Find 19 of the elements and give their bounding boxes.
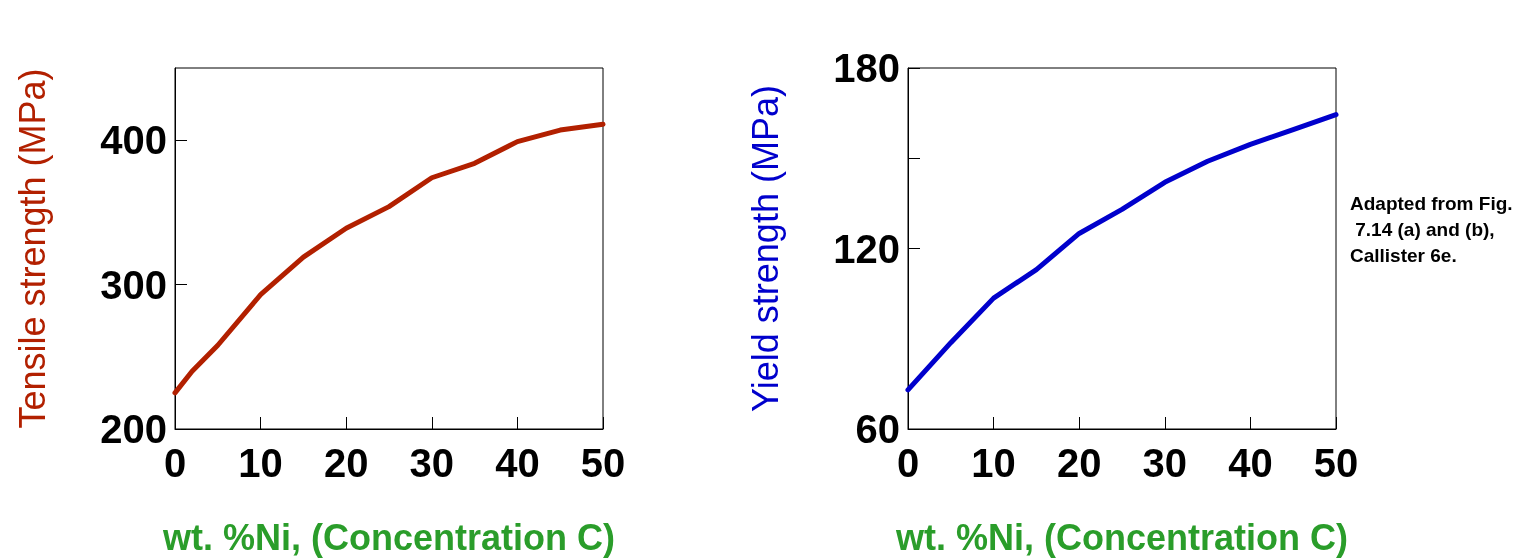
x-tick-label: 40 bbox=[1228, 441, 1273, 485]
x-tick-label: 20 bbox=[1056, 441, 1102, 485]
x-tick-label: 40 bbox=[495, 441, 540, 485]
y-axis-title: Tensile strength (MPa) bbox=[11, 68, 53, 429]
y-tick-label: 400 bbox=[100, 118, 167, 163]
y-tick-label: 300 bbox=[100, 262, 167, 307]
y-tick-label: 180 bbox=[833, 46, 900, 90]
x-tick-label: 50 bbox=[1313, 441, 1359, 485]
x-tick-label: 20 bbox=[323, 441, 369, 485]
text: Adapted from Fig. 7.14 (a) and (b), Callister 6e. bbox=[1350, 192, 1513, 266]
x-axis-title: wt. %Ni, (Concentration C) bbox=[162, 516, 615, 558]
x-axis-title: wt. %Ni, (Concentration C) bbox=[895, 516, 1348, 558]
y-axis-title: Yield strength (MPa) bbox=[744, 85, 786, 412]
y-tick-label: 120 bbox=[833, 226, 900, 271]
x-tick-label: 50 bbox=[580, 441, 626, 485]
x-tick-label: 10 bbox=[238, 441, 283, 485]
x-tick-label: 30 bbox=[1142, 441, 1188, 485]
x-tick-label: 10 bbox=[971, 441, 1016, 485]
x-tick-label: 30 bbox=[409, 441, 455, 485]
